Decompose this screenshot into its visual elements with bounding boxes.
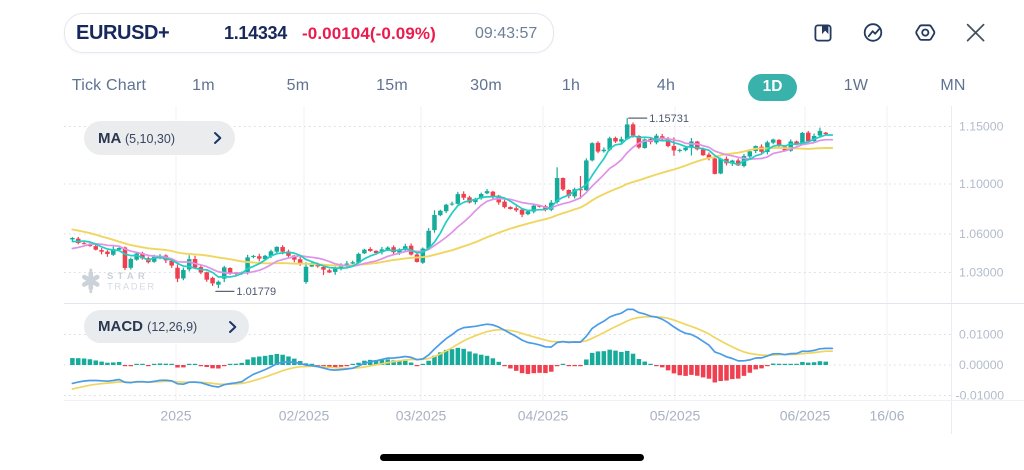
svg-text:TRADER: TRADER [107, 282, 156, 293]
svg-text:1.10000: 1.10000 [959, 177, 1004, 191]
svg-text:0.01000: 0.01000 [959, 328, 1004, 342]
svg-text:04/2025: 04/2025 [518, 408, 569, 424]
svg-text:02/2025: 02/2025 [279, 408, 330, 424]
svg-text:1.01779: 1.01779 [236, 286, 276, 298]
svg-text:05/2025: 05/2025 [650, 408, 701, 424]
svg-text:0.00000: 0.00000 [959, 358, 1004, 372]
svg-text:1.06000: 1.06000 [959, 227, 1004, 241]
svg-text:2025: 2025 [160, 408, 191, 424]
svg-text:1.15731: 1.15731 [649, 113, 689, 125]
svg-text:1.15000: 1.15000 [959, 120, 1004, 134]
svg-text:-0.01000: -0.01000 [956, 389, 1005, 403]
svg-text:16/06: 16/06 [869, 408, 904, 424]
svg-text:06/2025: 06/2025 [780, 408, 831, 424]
svg-text:1.03000: 1.03000 [959, 266, 1004, 280]
svg-text:STAR: STAR [107, 271, 149, 282]
svg-text:03/2025: 03/2025 [396, 408, 447, 424]
